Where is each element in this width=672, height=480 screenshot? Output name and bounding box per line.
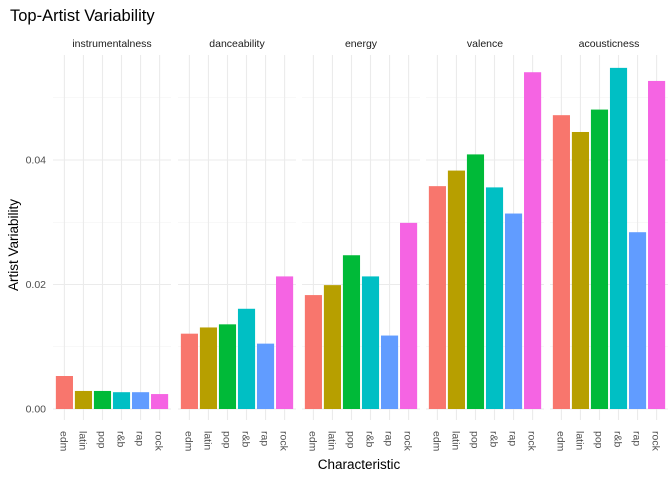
facet-strip-label: instrumentalness [72,38,151,50]
bar-valence-edm [428,186,446,409]
bar-energy-pop [342,255,361,409]
bar-instrumentalness-latin [74,390,93,409]
bar-instrumentalness-rap [131,392,150,409]
bar-energy-rnb [361,276,380,409]
x-tick-label: latin [201,431,213,450]
bar-danceability-rnb [237,308,256,409]
x-tick-label: pop [592,431,604,449]
x-tick-label: edm [57,431,69,452]
bar-acousticness-pop [590,109,609,409]
bar-acousticness-rnb [609,67,628,410]
x-tick-label: rock [650,431,662,452]
bar-energy-latin [323,285,342,409]
x-tick-label: rap [134,431,146,446]
x-tick-label: edm [182,431,194,452]
bar-valence-rock [524,72,542,409]
x-tick-label: latin [573,431,585,450]
x-tick-label: pop [468,431,480,449]
bar-valence-latin [447,170,466,409]
facet-panel-acousticness: acousticness edm latin pop r&b rap rock [550,38,668,452]
bar-energy-rap [380,335,399,409]
chart-title: Top-Artist Variability [10,7,155,25]
facet-strip-label: energy [345,38,378,50]
x-tick-label: rap [259,431,271,446]
x-tick-label: latin [325,431,337,450]
y-tick-label: 0.04 [26,155,47,167]
bar-acousticness-rap [628,232,647,409]
x-tick-label: rock [402,431,414,452]
bar-energy-rock [400,222,418,409]
x-tick-label: latin [76,431,88,450]
bar-valence-rnb [485,187,504,409]
x-tick-label: rock [153,431,165,452]
x-tick-label: edm [306,431,318,452]
x-tick-label: edm [430,431,442,452]
bar-danceability-rap [256,343,275,409]
x-tick-label: latin [449,431,461,450]
x-tick-label: rap [631,431,643,446]
bar-valence-pop [466,154,485,409]
bar-instrumentalness-rnb [112,392,131,409]
facet-strip-label: valence [467,38,503,50]
bar-instrumentalness-rock [151,394,169,409]
x-tick-label: rock [526,431,538,452]
y-tick-label: 0.02 [26,279,47,291]
y-axis-title: Artist Variability [6,199,21,291]
facet-panel-danceability: danceability edm latin pop r&b rap rock [178,38,296,452]
facet-panel-valence: valence edm latin pop r&b rap rock [426,38,544,452]
x-tick-label: rock [278,431,290,452]
bar-danceability-latin [199,327,218,409]
x-tick-label: pop [344,431,356,449]
bar-instrumentalness-pop [93,390,112,409]
bar-danceability-edm [180,333,198,409]
facet-strip-label: danceability [209,38,265,50]
bar-acousticness-rock [648,80,666,409]
x-tick-label: rap [507,431,519,446]
x-axis-title: Characteristic [318,457,401,472]
bar-instrumentalness-edm [55,376,73,409]
x-tick-label: rap [383,431,395,446]
bar-acousticness-latin [571,131,590,410]
x-tick-label: pop [95,431,107,449]
bar-danceability-pop [218,324,237,409]
facet-panel-energy: energy edm latin pop r&b rap rock [302,38,420,452]
x-tick-label: r&b [115,431,127,448]
x-tick-label: r&b [488,431,500,448]
x-tick-label: pop [220,431,232,449]
bar-energy-edm [304,295,322,409]
x-tick-label: edm [554,431,566,452]
bar-acousticness-edm [552,115,570,410]
x-tick-label: r&b [364,431,376,448]
y-tick-label: 0.00 [26,404,47,416]
bar-valence-rap [504,213,523,409]
bar-danceability-rock [276,276,294,409]
facet-strip-label: acousticness [579,38,640,50]
x-tick-label: r&b [612,431,624,448]
facet-panel-instrumentalness: instrumentalness edm latin pop r&b rap rock [53,38,171,452]
x-tick-label: r&b [240,431,252,448]
